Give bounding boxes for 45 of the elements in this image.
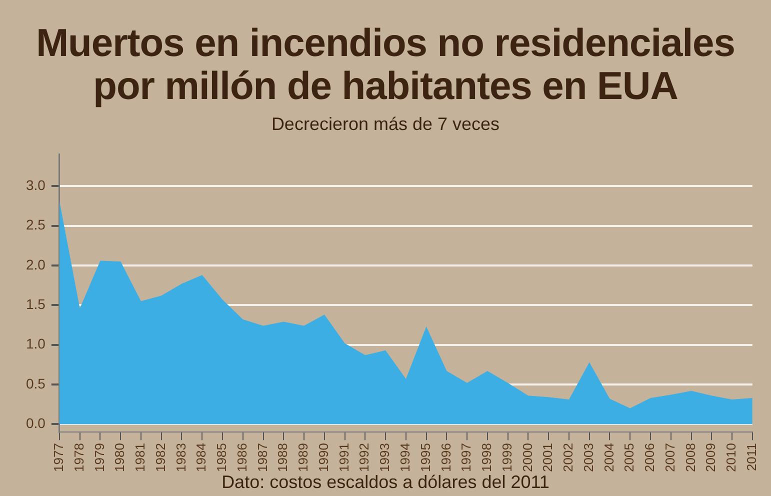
x-tick-label: 1982 (152, 443, 168, 472)
y-tick-label: 0.0 (26, 415, 46, 432)
x-tick-label: 2006 (642, 443, 658, 472)
x-tick-label: 1978 (71, 443, 86, 472)
x-tick-label: 1985 (214, 443, 230, 472)
x-tick-label: 2004 (601, 443, 616, 472)
chart-title: Muertos en incendios no residenciales por millón de habitantes en EUA (35, 21, 736, 108)
x-tick-label: 2005 (622, 443, 637, 472)
x-tick-label: 1981 (132, 443, 148, 472)
x-tick-label: 1987 (254, 443, 270, 472)
x-tick-label: 1991 (336, 443, 352, 472)
x-tick-label: 1998 (479, 443, 494, 472)
x-tick-label: 2003 (580, 443, 596, 472)
x-tick-label: 1992 (356, 443, 372, 472)
x-tick-label: 2008 (682, 443, 698, 472)
text: Dato: costos escaldos a dólares del 2011 (220, 472, 550, 493)
y-tick-label: 2.0 (26, 256, 46, 272)
y-tick-label: 1.5 (26, 296, 46, 312)
x-tick-label: 2011 (744, 443, 759, 472)
x-tick-label: 1983 (173, 443, 188, 472)
x-tick-label: 1990 (316, 443, 331, 472)
x-tick-label: 1984 (194, 443, 209, 472)
x-tick-label: 1999 (499, 443, 514, 472)
x-tick-label: 1995 (418, 443, 433, 472)
y-tick-label: 1.0 (26, 336, 46, 352)
y-tick-label: 2.5 (26, 216, 46, 233)
y-tick-label: 3.0 (26, 176, 46, 193)
x-tick-label: 1996 (438, 443, 454, 472)
x-tick-label: 1977 (51, 443, 66, 472)
x-tick-label: 1994 (398, 443, 413, 472)
x-tick-label: 2002 (560, 443, 576, 472)
x-tick-label: 1980 (112, 443, 128, 472)
x-tick-label: 2007 (662, 443, 678, 472)
x-tick-label: 1989 (296, 443, 311, 472)
x-tick-label: 1986 (234, 443, 250, 472)
x-tick-label: 1979 (92, 443, 107, 472)
x-tick-label: 1988 (275, 443, 290, 472)
x-tick-label: 2010 (724, 443, 739, 472)
x-tick-label: 2009 (703, 443, 718, 472)
x-tick-label: 1997 (458, 443, 474, 472)
x-tick-label: 2001 (540, 443, 556, 472)
chart-subtitle: Decrecieron más de 7 veces (270, 114, 501, 136)
x-tick-label: 1993 (377, 443, 392, 472)
x-tick-label: 2000 (520, 443, 535, 472)
y-tick-label: 0.5 (26, 375, 46, 392)
